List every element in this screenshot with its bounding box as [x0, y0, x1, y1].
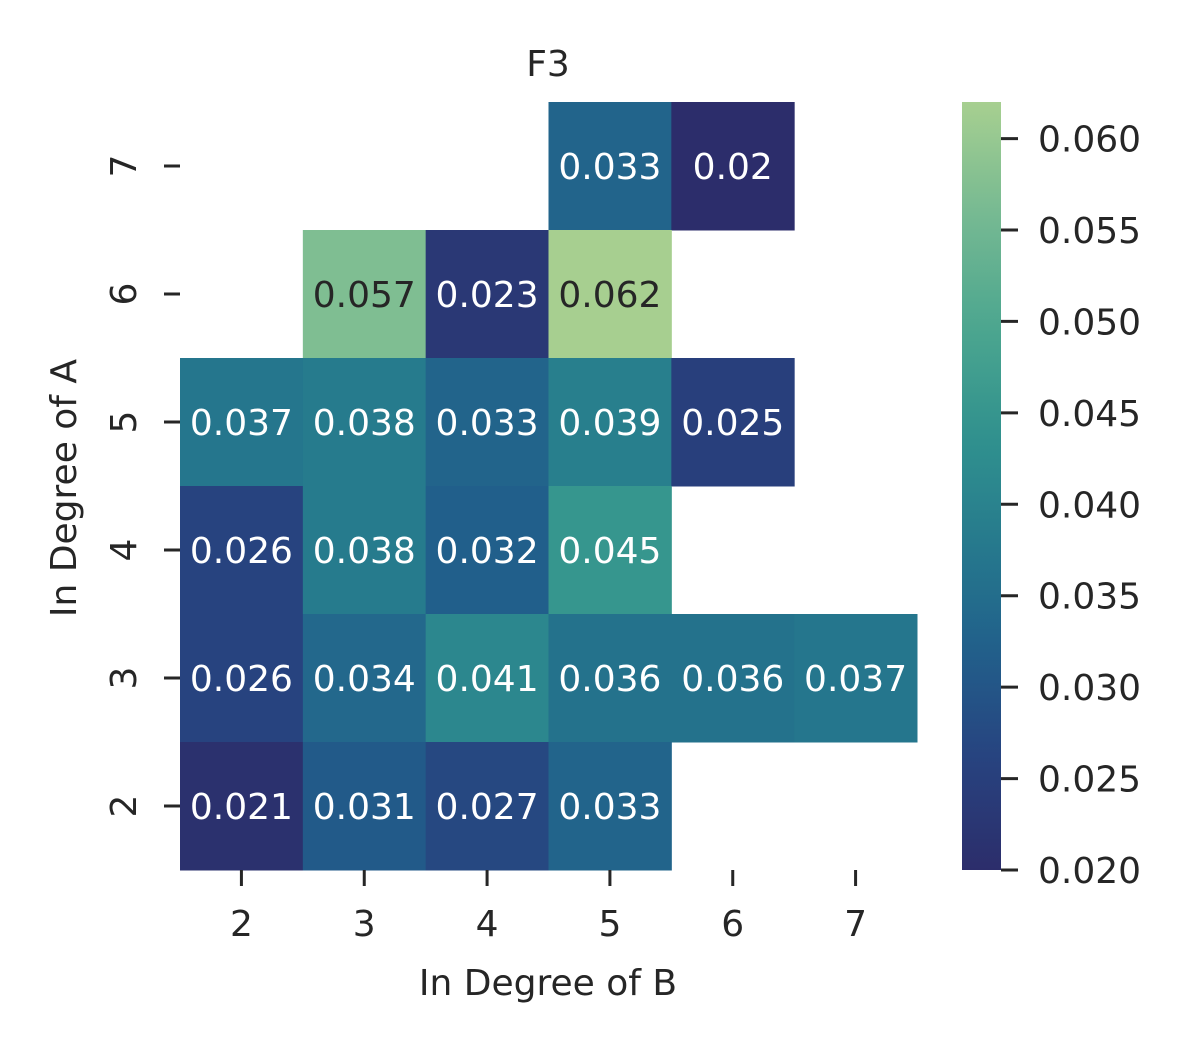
heatmap-cell	[548, 742, 672, 871]
cell-value-label: 0.036	[681, 659, 784, 700]
colorbar-tick-label: 0.040	[1038, 485, 1141, 526]
x-tick-label: 2	[230, 904, 253, 945]
heatmap-cell	[425, 486, 549, 615]
cell-value-label: 0.032	[436, 531, 539, 572]
heatmap-cell	[425, 230, 549, 359]
cell-value-label: 0.036	[558, 659, 661, 700]
heatmap-cell	[548, 486, 672, 615]
cell-value-label: 0.034	[313, 659, 416, 700]
heatmap-cell	[302, 486, 427, 615]
y-tick-label: 3	[104, 667, 145, 690]
cell-value-label: 0.037	[190, 403, 293, 444]
y-tick-label: 5	[104, 411, 145, 434]
heatmap-cell	[425, 358, 549, 487]
heatmap-cell	[302, 230, 427, 359]
colorbar-tick-label: 0.060	[1038, 120, 1141, 161]
colorbar-tick-label: 0.030	[1038, 668, 1141, 709]
x-tick-label: 5	[598, 904, 621, 945]
heatmap-cell	[548, 358, 672, 487]
colorbar-tick-label: 0.035	[1038, 577, 1141, 618]
heatmap-cell	[180, 742, 304, 871]
y-axis-label: In Degree of A	[44, 359, 85, 617]
cell-value-label: 0.037	[804, 659, 907, 700]
cell-value-label: 0.039	[558, 403, 661, 444]
chart-title: F3	[526, 44, 570, 85]
x-tick-label: 4	[476, 904, 499, 945]
y-axis: 7 6 5 4 3 2	[104, 155, 180, 818]
cell-value-label: 0.041	[436, 659, 539, 700]
heatmap-cell	[425, 614, 549, 743]
cell-value-label: 0.045	[558, 531, 661, 572]
cell-value-label: 0.026	[190, 659, 293, 700]
heatmap-cell	[671, 358, 795, 487]
heatmap-cell	[794, 614, 918, 743]
y-tick-label: 6	[104, 283, 145, 306]
colorbar-tick-label: 0.025	[1038, 760, 1141, 801]
cell-value-label: 0.038	[313, 403, 416, 444]
cell-value-label: 0.038	[313, 531, 416, 572]
heatmap-cell	[180, 358, 304, 487]
y-tick-label: 2	[104, 795, 145, 818]
cell-value-label: 0.021	[190, 787, 293, 828]
heatmap-cell	[548, 102, 672, 231]
colorbar-tick-label: 0.045	[1038, 394, 1141, 435]
cell-value-label: 0.062	[558, 275, 661, 316]
colorbar-gradient	[962, 102, 1001, 870]
cell-value-label: 0.025	[681, 403, 784, 444]
y-tick-label: 4	[104, 539, 145, 562]
x-axis: 2 3 4 5 6 7	[230, 870, 867, 945]
x-tick-label: 6	[721, 904, 744, 945]
heatmap-cell	[425, 742, 549, 871]
cell-value-label: 0.027	[436, 787, 539, 828]
heatmap-cell	[671, 614, 795, 743]
cell-value-label: 0.033	[436, 403, 539, 444]
heatmap-cell	[548, 614, 672, 743]
heatmap-cell	[548, 230, 672, 359]
cell-value-label: 0.033	[558, 147, 661, 188]
heatmap-cell	[302, 358, 427, 487]
heatmap-cell	[302, 614, 427, 743]
heatmap-cell	[180, 614, 304, 743]
cell-value-label: 0.033	[558, 787, 661, 828]
cell-value-label: 0.02	[693, 147, 773, 188]
cell-value-label: 0.031	[313, 787, 416, 828]
cell-value-label: 0.057	[313, 275, 416, 316]
heatmap-cells: 0.033 0.02 0.057 0.023 0.062 0.037 0.038 0.033 0…	[180, 102, 918, 871]
colorbar: 0.020 0.025 0.030 0.035 0.040 0.045 0.050 0.055…	[962, 102, 1141, 892]
x-axis-label: In Degree of B	[419, 963, 677, 1004]
colorbar-tick-label: 0.020	[1038, 851, 1141, 892]
colorbar-tick-label: 0.050	[1038, 302, 1141, 343]
x-tick-label: 7	[844, 904, 867, 945]
heatmap-cell	[302, 742, 427, 871]
heatmap-cell	[671, 102, 795, 231]
cell-value-label: 0.026	[190, 531, 293, 572]
heatmap-cell	[180, 486, 304, 615]
x-tick-label: 3	[353, 904, 376, 945]
y-tick-label: 7	[104, 155, 145, 178]
colorbar-tick-label: 0.055	[1038, 211, 1141, 252]
cell-value-label: 0.023	[436, 275, 539, 316]
